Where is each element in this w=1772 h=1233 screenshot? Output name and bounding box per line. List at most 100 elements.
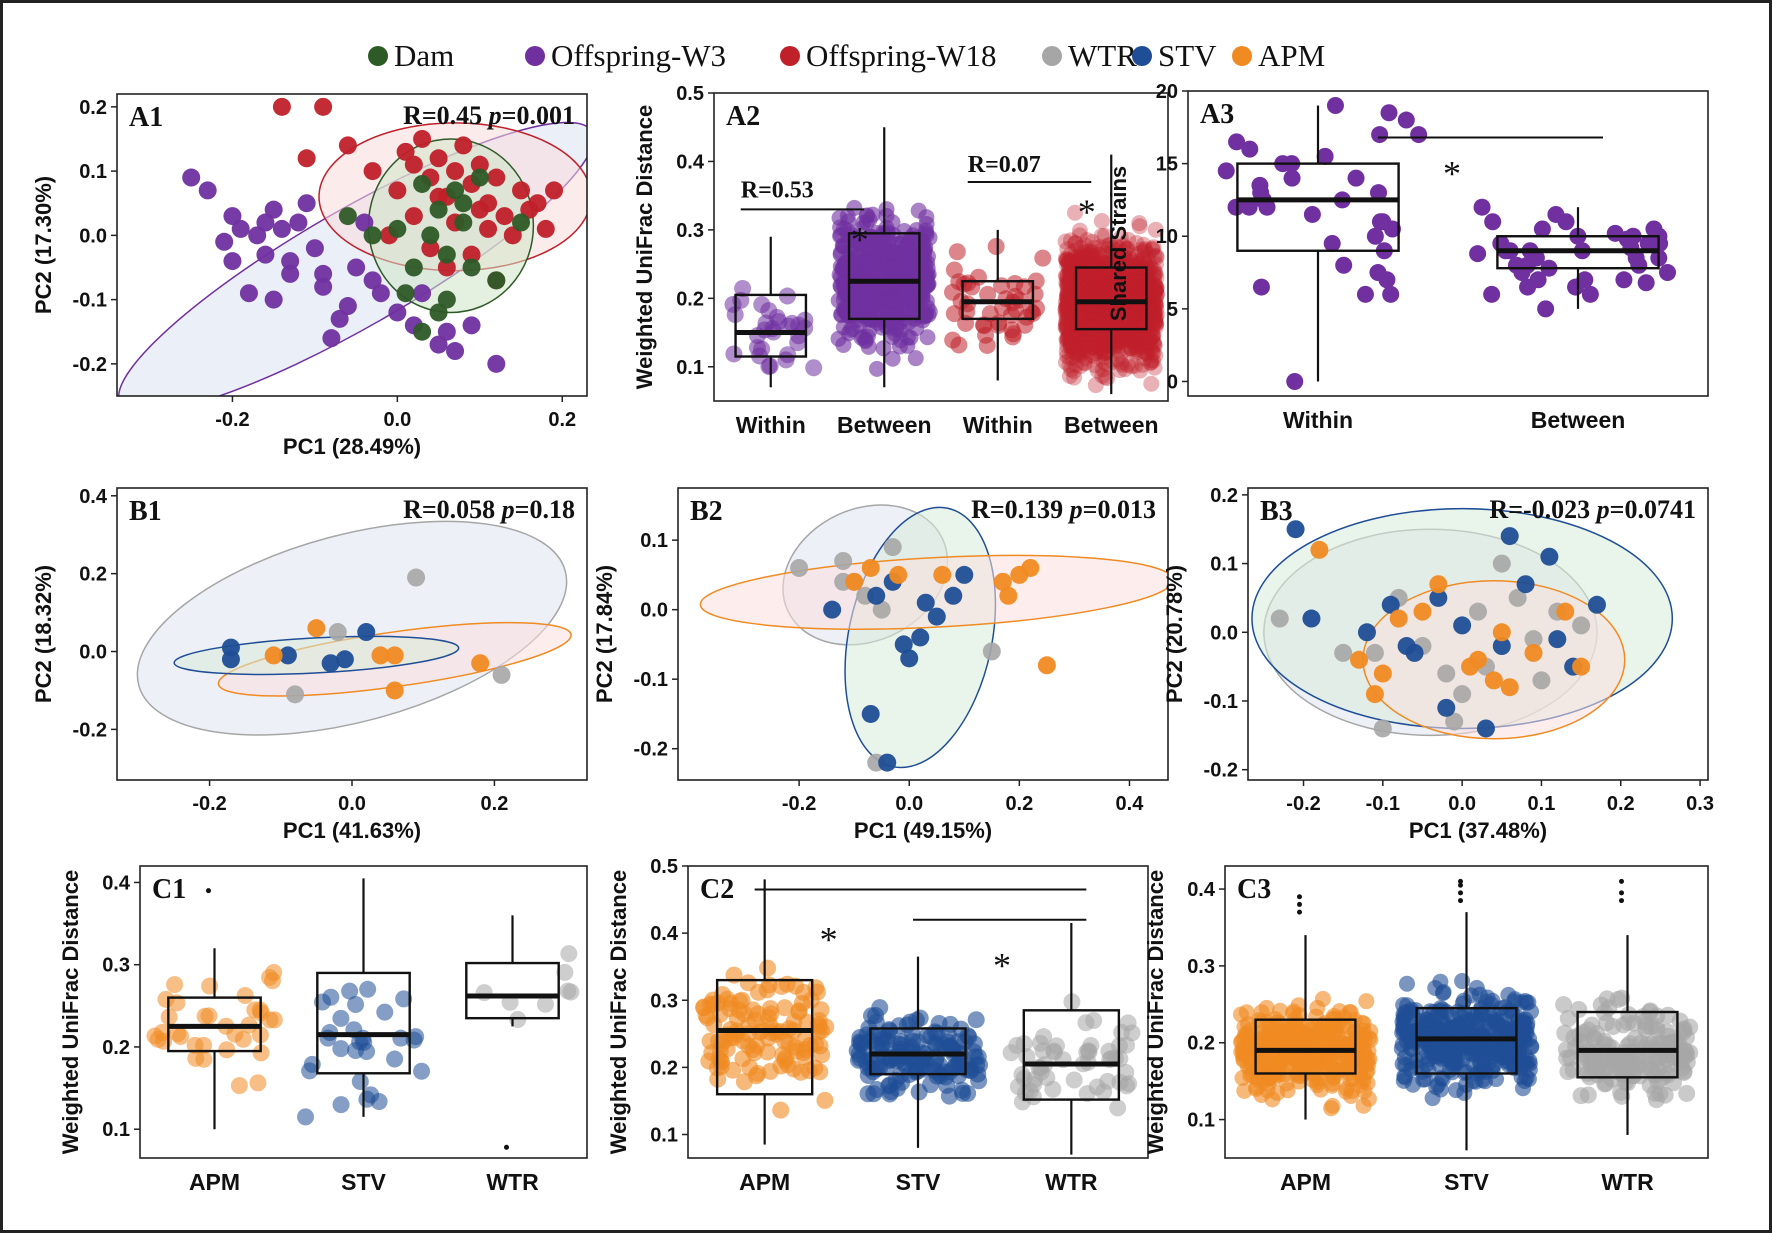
data-point (1018, 1048, 1036, 1066)
data-point (1062, 232, 1079, 249)
data-point (1089, 312, 1106, 329)
data-point (1066, 278, 1083, 295)
data-point (1105, 278, 1122, 295)
data-point (975, 316, 993, 334)
data-point (1356, 285, 1374, 303)
data-point (1082, 247, 1099, 264)
data-point (1089, 362, 1106, 379)
data-point (1581, 285, 1599, 303)
data-point (1058, 289, 1075, 306)
data-point (1035, 1028, 1053, 1046)
x-tick-label: 0.4 (1116, 793, 1145, 815)
data-point (1227, 198, 1245, 216)
data-point (1123, 276, 1140, 293)
data-point (252, 1044, 270, 1062)
data-point (1146, 334, 1163, 351)
point-apm (1500, 678, 1519, 697)
point-offspring-w3 (446, 342, 465, 361)
point-offspring-w18 (404, 207, 423, 226)
data-point (1076, 335, 1093, 352)
stats-p-symbol: p (500, 495, 515, 524)
data-point (1266, 1069, 1283, 1086)
data-point (1084, 244, 1101, 261)
data-point (1109, 276, 1126, 293)
point-dam (446, 181, 465, 200)
data-point (1059, 252, 1076, 269)
box-iqr (1254, 1018, 1357, 1075)
data-point (1148, 315, 1165, 332)
data-point (1139, 270, 1156, 287)
data-point (1622, 239, 1640, 257)
data-point (1089, 333, 1106, 350)
point-offspring-w18 (388, 181, 407, 200)
data-point (1099, 303, 1116, 320)
data-point (1081, 310, 1098, 327)
point-stv (221, 650, 240, 669)
data-point (1127, 281, 1144, 298)
data-point (1115, 300, 1132, 317)
data-point (1080, 334, 1097, 351)
significance-star: * (1078, 192, 1096, 232)
data-point (1063, 330, 1080, 347)
data-point (1143, 306, 1160, 323)
data-point (1058, 251, 1075, 268)
data-point (1097, 300, 1114, 317)
data-point (1119, 282, 1136, 299)
data-point (1016, 316, 1034, 334)
data-point (1093, 304, 1110, 321)
data-point (1146, 276, 1163, 293)
data-point (1129, 329, 1146, 346)
data-point (1065, 276, 1082, 293)
data-point (1084, 348, 1101, 365)
data-point (234, 1030, 252, 1048)
y-tick-label: 0.3 (102, 955, 130, 977)
data-point (1076, 305, 1093, 322)
data-point (1143, 375, 1160, 392)
data-point (1128, 276, 1145, 293)
data-point (1088, 266, 1105, 283)
data-point (1078, 277, 1095, 294)
data-point (1075, 331, 1092, 348)
data-point (1078, 248, 1095, 265)
data-point (1118, 269, 1135, 286)
data-point (761, 1000, 779, 1018)
data-point (1146, 359, 1163, 376)
point-stv (944, 586, 963, 605)
data-point (879, 312, 896, 329)
point-wtr (1492, 554, 1511, 573)
data-point (1642, 1060, 1660, 1078)
data-point (1097, 301, 1114, 318)
point-stv (1437, 698, 1456, 717)
data-point (1308, 1030, 1325, 1047)
data-point (1079, 281, 1096, 298)
data-point (1448, 1055, 1465, 1072)
data-point (1094, 261, 1111, 278)
data-point (1121, 327, 1138, 344)
data-point (157, 990, 175, 1008)
data-point (1110, 283, 1127, 300)
data-point (1034, 249, 1052, 267)
data-point (1135, 312, 1152, 329)
data-point (1108, 306, 1125, 323)
data-point (1136, 350, 1153, 367)
stats-label: R=-0.023 p=0.0741 (1489, 495, 1696, 524)
data-point (1241, 140, 1259, 158)
data-point (979, 285, 997, 303)
data-point (1103, 280, 1120, 297)
data-point (1090, 335, 1107, 352)
data-point (1347, 169, 1365, 187)
data-point (1065, 363, 1082, 380)
point-offspring-w3 (371, 284, 390, 303)
panel-title: C2 (700, 874, 734, 905)
point-wtr (1445, 712, 1464, 731)
data-point (786, 1038, 804, 1056)
point-dam (437, 290, 456, 309)
data-point (1126, 328, 1143, 345)
point-wtr (1572, 616, 1591, 635)
data-point (1111, 277, 1128, 294)
data-point (1138, 345, 1155, 362)
data-point (1108, 273, 1125, 290)
panel-b1: -0.2 0.0 0.2 0.4 -0.2 0.0 0.2 PC2 (18.32%) PC1 (… (31, 486, 588, 843)
data-point (1065, 339, 1082, 356)
data-point (1077, 308, 1094, 325)
